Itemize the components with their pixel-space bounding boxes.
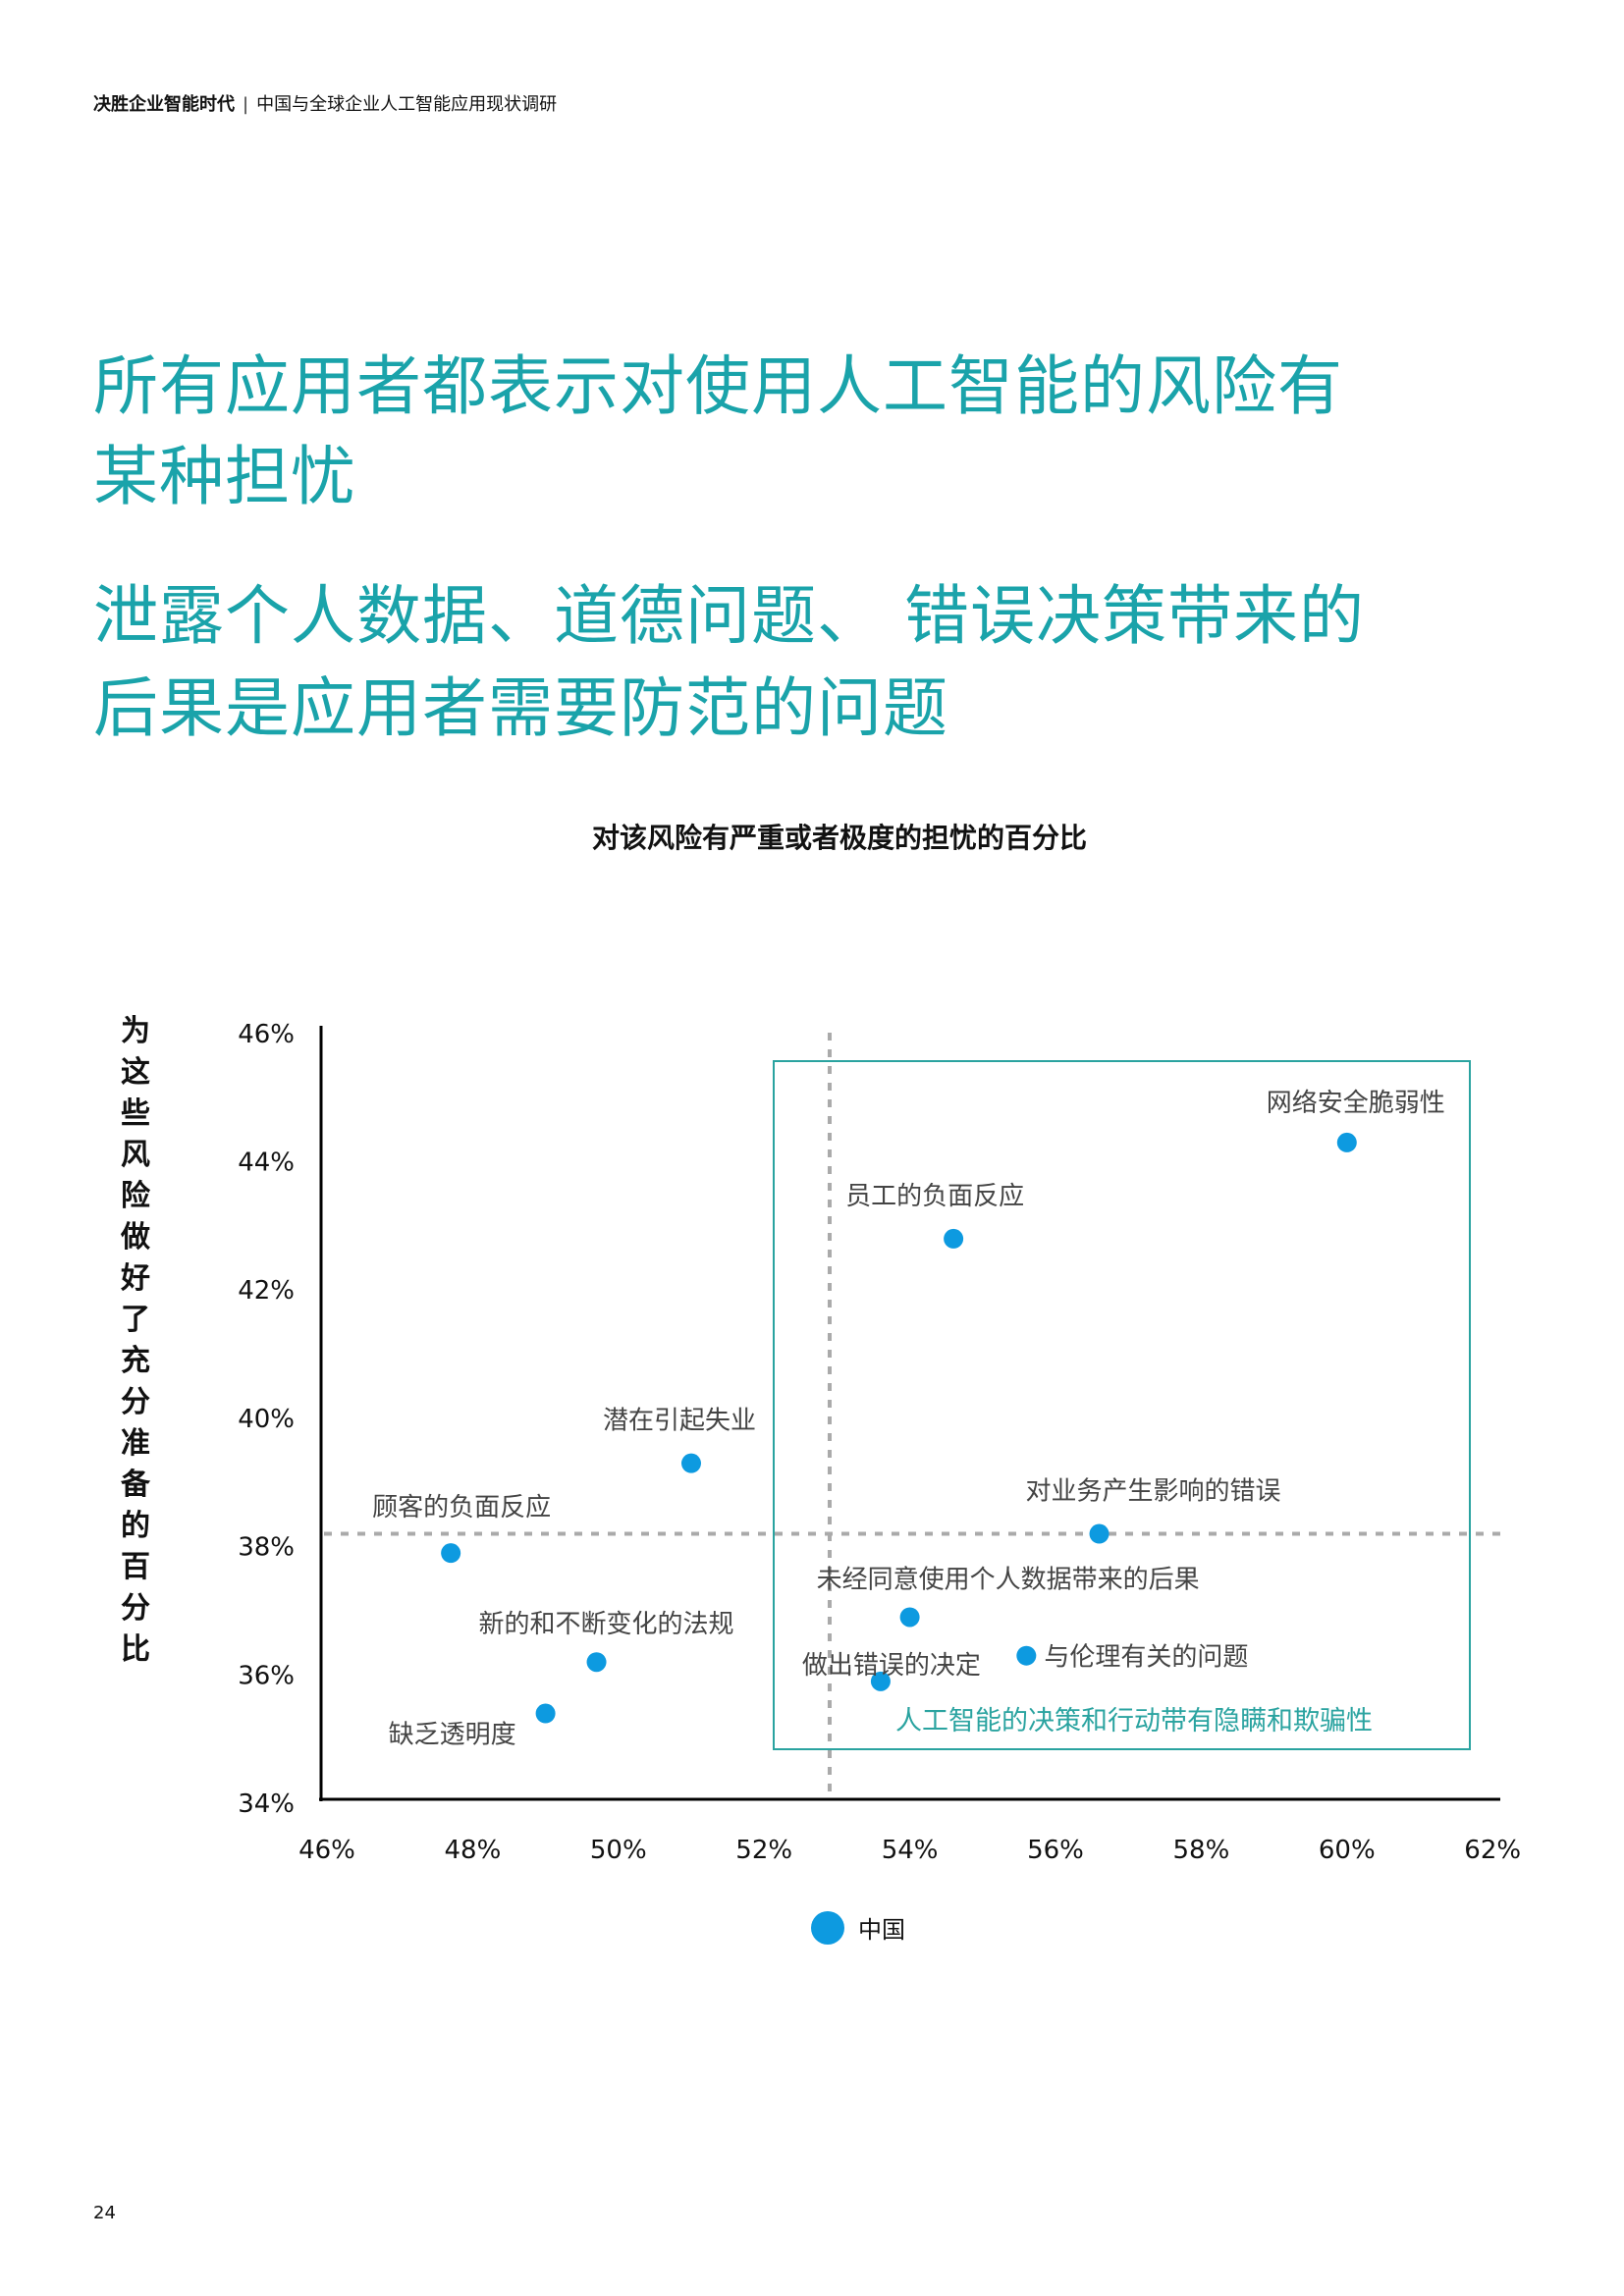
y-axis-label-char: 百 xyxy=(121,1550,150,1584)
data-point-marker xyxy=(1336,1132,1357,1152)
highlight-box-caption: 人工智能的决策和行动带有隐瞒和欺骗性 xyxy=(895,1706,1373,1736)
headline-line-2: 某种担忧 xyxy=(93,439,356,514)
y-tick-label: 44% xyxy=(238,1148,295,1178)
x-tick-label: 58% xyxy=(1173,1836,1230,1865)
data-point-label: 新的和不断变化的法规 xyxy=(479,1610,734,1639)
reference-lines xyxy=(324,1033,1502,1796)
legend-marker-icon xyxy=(811,1910,844,1945)
x-tick-label: 48% xyxy=(445,1836,502,1865)
y-axis-ticks: 46% 44% 42% 40% 38% 36% 34% xyxy=(238,1020,295,1819)
y-axis-label-char: 分 xyxy=(121,1591,150,1626)
y-axis-label: 为这些风险做好了充分准备的百分比 xyxy=(116,1011,155,1671)
legend-label: 中国 xyxy=(858,1916,905,1944)
y-tick-label: 42% xyxy=(238,1276,295,1306)
y-tick-label: 40% xyxy=(238,1405,295,1434)
y-axis-label-char: 的 xyxy=(121,1509,150,1543)
y-axis-label-char: 备 xyxy=(121,1468,150,1502)
data-point-label: 顾客的负面反应 xyxy=(372,1493,551,1522)
report-title: 决胜企业智能时代 xyxy=(93,94,235,115)
data-point-label: 缺乏透明度 xyxy=(389,1721,516,1750)
data-point-label: 网络安全脆弱性 xyxy=(1267,1089,1445,1118)
data-point-marker xyxy=(899,1607,920,1628)
x-tick-label: 62% xyxy=(1464,1836,1521,1865)
data-point-marker xyxy=(870,1671,891,1691)
headline-line-3: 泄露个人数据、道德问题、 错误决策带来的 xyxy=(93,578,1365,654)
x-tick-label: 56% xyxy=(1027,1836,1084,1865)
x-tick-label: 50% xyxy=(590,1836,647,1865)
y-tick-label: 34% xyxy=(238,1789,295,1819)
running-header: 决胜企业智能时代 | 中国与全球企业人工智能应用现状调研 xyxy=(93,90,557,116)
y-axis-label-char: 些 xyxy=(121,1096,150,1131)
data-point-label: 与伦理有关的问题 xyxy=(1044,1643,1248,1673)
y-axis-label-char: 分 xyxy=(121,1385,150,1419)
y-axis-label-char: 比 xyxy=(121,1632,150,1667)
data-point-marker xyxy=(1016,1645,1037,1666)
chart-title: 对该风险有严重或者极度的担忧的百分比 xyxy=(591,822,1087,854)
y-tick-label: 38% xyxy=(238,1533,295,1563)
y-axis-label-char: 充 xyxy=(121,1344,150,1378)
y-axis-label-char: 做 xyxy=(121,1220,150,1255)
y-axis-label-char: 险 xyxy=(121,1179,150,1213)
report-subtitle: 中国与全球企业人工智能应用现状调研 xyxy=(256,94,558,115)
y-axis-label-char: 这 xyxy=(121,1055,150,1090)
data-point-marker xyxy=(535,1703,556,1724)
data-point-label: 员工的负面反应 xyxy=(845,1182,1024,1211)
x-tick-label: 54% xyxy=(882,1836,939,1865)
data-point-marker xyxy=(944,1228,964,1249)
y-axis-label-char: 为 xyxy=(121,1014,150,1048)
highlight-box: 人工智能的决策和行动带有隐瞒和欺骗性 xyxy=(773,1060,1471,1750)
data-point-marker xyxy=(586,1652,607,1673)
x-tick-label: 60% xyxy=(1319,1836,1376,1865)
data-point-marker xyxy=(681,1453,701,1473)
y-axis-label-char: 准 xyxy=(121,1426,150,1461)
headline-line-4: 后果是应用者需要防范的问题 xyxy=(93,670,948,746)
data-point-label: 对业务产生影响的错误 xyxy=(1026,1477,1281,1507)
data-point-marker xyxy=(441,1543,461,1564)
y-tick-label: 46% xyxy=(238,1020,295,1049)
data-point-marker xyxy=(1089,1523,1110,1544)
x-tick-label: 52% xyxy=(735,1836,792,1865)
x-axis-ticks: 46% 48% 50% 52% 54% 56% 58% 60% 62% xyxy=(298,1836,1521,1865)
data-point-label: 做出错误的决定 xyxy=(802,1651,981,1681)
y-axis-label-char: 风 xyxy=(121,1138,150,1172)
legend: 中国 xyxy=(811,1910,905,1945)
y-axis-label-char: 了 xyxy=(121,1303,150,1337)
header-separator: | xyxy=(243,94,249,115)
data-point-label: 潜在引起失业 xyxy=(603,1407,756,1436)
highlight-box-border xyxy=(773,1060,1471,1750)
headline-line-1: 所有应用者都表示对使用人工智能的风险有 xyxy=(93,348,1343,424)
x-tick-label: 46% xyxy=(298,1836,355,1865)
page-number: 24 xyxy=(93,2203,116,2223)
y-axis-label-char: 好 xyxy=(121,1261,150,1296)
data-point-label: 未经同意使用个人数据带来的后果 xyxy=(817,1565,1200,1594)
y-tick-label: 36% xyxy=(238,1661,295,1690)
